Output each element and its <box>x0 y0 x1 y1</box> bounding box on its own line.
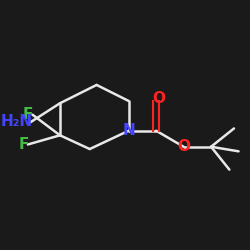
Text: F: F <box>23 107 33 122</box>
Text: O: O <box>177 139 190 154</box>
Text: N: N <box>122 123 135 138</box>
Text: F: F <box>18 137 28 152</box>
Text: H₂N: H₂N <box>0 114 32 129</box>
Text: O: O <box>152 91 165 106</box>
